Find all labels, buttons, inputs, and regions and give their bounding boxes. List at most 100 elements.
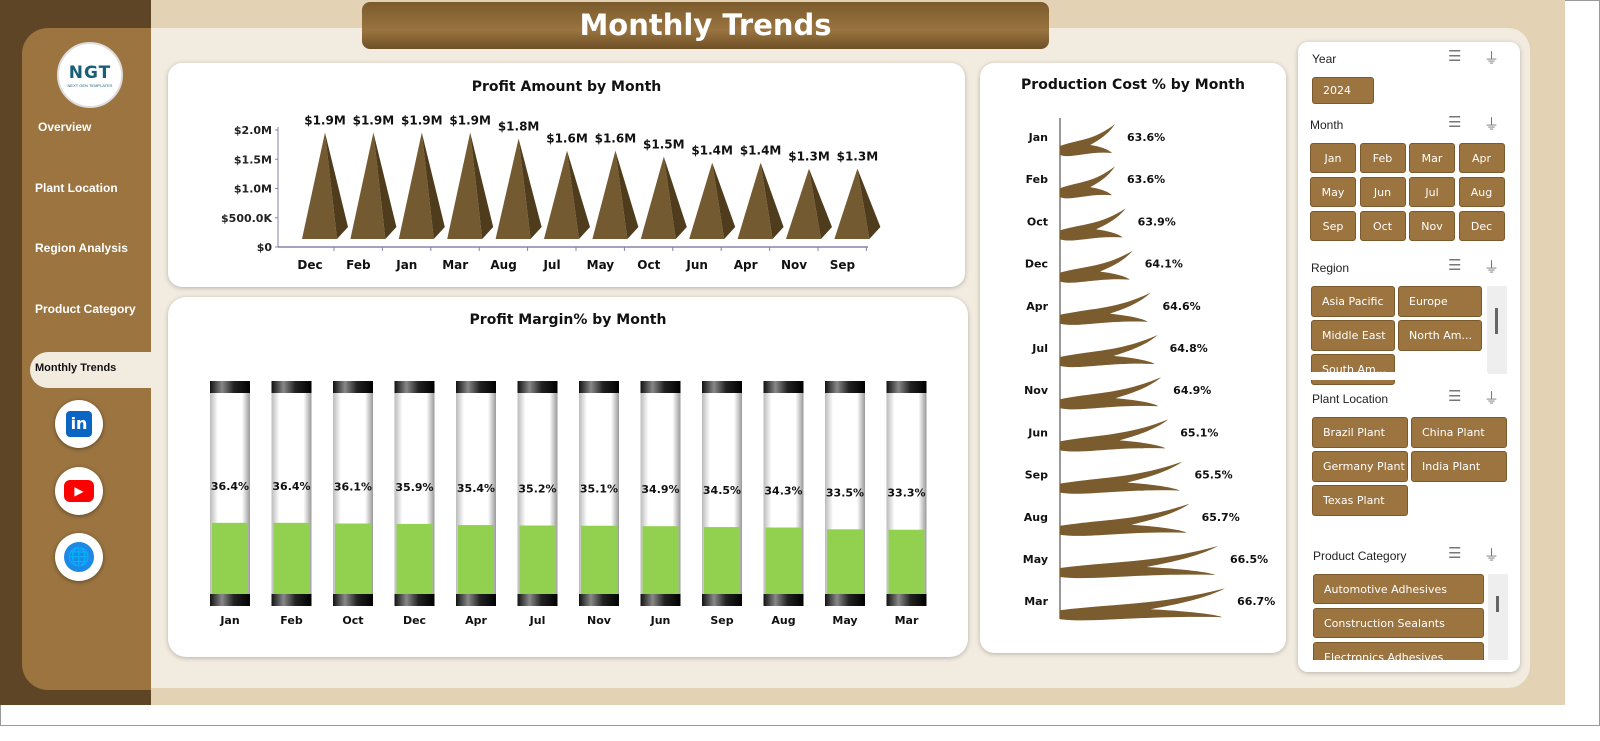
logo-text: NGT: [68, 62, 112, 83]
slicer-item-month[interactable]: Nov: [1409, 211, 1455, 241]
profit-margin-plot: 36.4% Jan 36.4% Feb 36.1% Oct 35.9% Dec 35.4% Apr…: [210, 381, 927, 627]
slicer-item-month[interactable]: Feb: [1359, 143, 1406, 173]
bar-pyramid-side: [373, 132, 397, 239]
slicer-item-region[interactable]: Asia Pacific: [1311, 286, 1395, 317]
slicer-item-month[interactable]: Sep: [1310, 211, 1356, 241]
bar-fill: [827, 529, 863, 604]
bar-cap-bottom: [702, 594, 742, 606]
data-label: 34.5%: [703, 484, 741, 497]
linkedin-button[interactable]: in: [55, 400, 103, 448]
bar-flag: [1060, 419, 1169, 452]
slicer-item-plant[interactable]: China Plant: [1411, 417, 1507, 448]
linkedin-icon: in: [66, 411, 92, 437]
region-scrollbar[interactable]: [1487, 286, 1507, 374]
bar-fill: [519, 525, 556, 604]
slicer-item-month[interactable]: Jun: [1359, 177, 1406, 207]
bar-pyramid-side: [421, 132, 445, 239]
slicer-item-month[interactable]: Dec: [1458, 211, 1505, 241]
slicer-item-category[interactable]: Automotive Adhesives: [1313, 574, 1484, 604]
sidebar-item-region-analysis[interactable]: Region Analysis: [35, 241, 128, 255]
bar-cap-top: [763, 381, 804, 393]
sidebar-item-overview[interactable]: Overview: [38, 120, 92, 134]
slicer-item-plant[interactable]: Brazil Plant: [1312, 417, 1408, 448]
bar-pyramid-side: [712, 162, 736, 239]
y-tick-label: Aug: [1024, 511, 1048, 524]
bar-cap-bottom: [456, 594, 496, 606]
clear-filter-icon[interactable]: ⏚: [1484, 259, 1500, 276]
slicer-title-month: Month: [1310, 118, 1344, 132]
bar-cap-top: [333, 381, 373, 393]
clear-filter-icon[interactable]: ⏚: [1484, 390, 1500, 407]
bar-pyramid-front: [302, 132, 337, 239]
multi-select-icon[interactable]: ☰: [1448, 257, 1462, 274]
multi-select-icon[interactable]: ☰: [1448, 545, 1462, 562]
slicer-item-plant[interactable]: Texas Plant: [1312, 485, 1408, 516]
bar-cap-bottom: [271, 594, 312, 606]
slicer-item-month[interactable]: Mar: [1409, 143, 1455, 173]
data-label: 35.2%: [518, 483, 556, 496]
data-label: $1.9M: [401, 114, 443, 128]
x-tick-label: Jan: [219, 614, 239, 627]
globe-icon: 🌐: [64, 542, 94, 572]
multi-select-icon[interactable]: ☰: [1448, 388, 1462, 405]
x-tick-label: May: [832, 614, 857, 627]
slicer-item-month[interactable]: Oct: [1359, 211, 1406, 241]
x-tick-label: Jan: [395, 258, 417, 272]
x-tick-label: Aug: [490, 258, 516, 272]
bar-cap-bottom: [517, 594, 558, 606]
slicer-item-month[interactable]: May: [1310, 177, 1356, 207]
bar-pyramid-side: [663, 156, 687, 239]
slicer-item-month[interactable]: Jan: [1310, 143, 1356, 173]
bar-cap-bottom: [886, 594, 927, 606]
chart-title: Profit Margin% by Month: [469, 312, 667, 328]
y-tick-label: $2.0M: [234, 124, 272, 137]
y-tick-label: Jun: [1027, 426, 1048, 439]
slicer-item-year[interactable]: 2024: [1312, 77, 1374, 104]
x-tick-label: Feb: [280, 614, 303, 627]
bar-cap-top: [886, 381, 927, 393]
slicer-item-plant[interactable]: India Plant: [1411, 451, 1507, 482]
sidebar-item-monthly-trends[interactable]: Monthly Trends: [30, 352, 151, 388]
x-tick-label: Feb: [346, 258, 371, 272]
slicer-item-region[interactable]: South Am...: [1311, 354, 1395, 385]
slicer-item-region[interactable]: Middle East: [1311, 320, 1395, 351]
slicer-item-region[interactable]: North Am...: [1398, 320, 1482, 351]
slicer-item-region[interactable]: Europe: [1398, 286, 1482, 317]
sidebar-item-product-category[interactable]: Product Category: [35, 302, 136, 316]
slicer-item-month[interactable]: Aug: [1458, 177, 1505, 207]
category-scrollbar[interactable]: [1488, 574, 1508, 660]
bar-flag: [1060, 250, 1133, 283]
x-tick-label: Aug: [771, 614, 795, 627]
clear-filter-icon[interactable]: ⏚: [1484, 50, 1500, 67]
data-label: 34.3%: [764, 485, 802, 498]
bar-fill: [396, 523, 433, 604]
data-label: 65.1%: [1180, 426, 1218, 439]
data-label: 65.5%: [1194, 469, 1232, 482]
bar-flag: [1060, 124, 1116, 157]
bar-pyramid-front: [737, 162, 773, 239]
data-label: $1.9M: [353, 114, 395, 128]
bar-cap-top: [271, 381, 312, 393]
multi-select-icon[interactable]: ☰: [1448, 48, 1462, 65]
clear-filter-icon[interactable]: ⏚: [1484, 116, 1500, 133]
mask: [1298, 372, 1488, 380]
slicer-title-plant: Plant Location: [1312, 392, 1389, 406]
slicer-item-month[interactable]: Jul: [1409, 177, 1455, 207]
profit-amount-plot: $0 $500.0K $1.0M $1.5M $2.0M $1.9M Dec $1.9M Feb…: [221, 114, 881, 272]
youtube-button[interactable]: ▶: [55, 467, 103, 515]
data-label: 66.5%: [1230, 553, 1268, 566]
slicer-item-month[interactable]: Apr: [1458, 143, 1505, 173]
bar-pyramid-side: [470, 132, 494, 239]
profit-amount-chart: Profit Amount by Month $0 $500.0K $1.0M $1.…: [168, 63, 965, 287]
clear-filter-icon[interactable]: ⏚: [1484, 547, 1500, 564]
data-label: $1.4M: [691, 144, 733, 158]
multi-select-icon[interactable]: ☰: [1448, 114, 1462, 131]
logo: NGT NEXT GEN TEMPLATES: [57, 42, 123, 108]
data-label: 35.4%: [457, 482, 495, 495]
slicer-item-category[interactable]: Construction Sealants: [1313, 608, 1484, 638]
website-button[interactable]: 🌐: [55, 533, 103, 581]
bar-cap-top: [517, 381, 558, 393]
bar-cap-bottom: [333, 594, 373, 606]
sidebar-item-plant-location[interactable]: Plant Location: [35, 181, 118, 195]
slicer-item-plant[interactable]: Germany Plant: [1312, 451, 1408, 482]
